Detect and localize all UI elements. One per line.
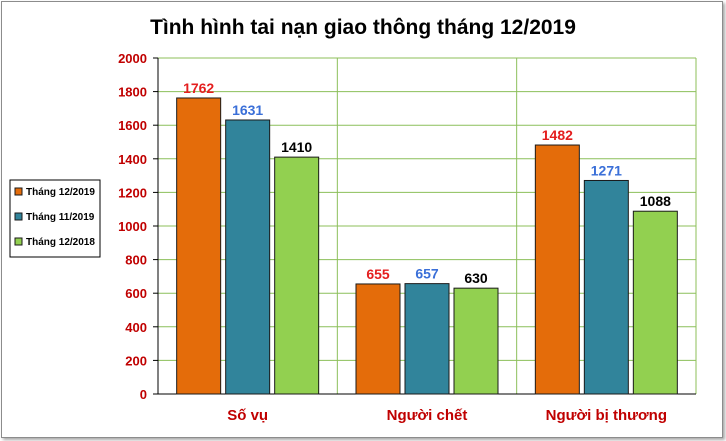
data-label: 1410 xyxy=(281,139,312,155)
data-labels: 1762 1631 1410 655 657 630 1482 1271 1088 xyxy=(183,80,671,286)
chart-title: Tình hình tai nạn giao thông tháng 12/20… xyxy=(150,16,576,39)
legend-swatch xyxy=(14,237,23,246)
data-label: 630 xyxy=(464,270,488,286)
y-tick-label: 800 xyxy=(125,253,147,268)
y-tick-label: 600 xyxy=(125,286,147,301)
y-tick-label: 1000 xyxy=(118,219,147,234)
bar xyxy=(274,156,320,395)
y-tick-label: 1800 xyxy=(118,85,147,100)
y-tick-label: 400 xyxy=(125,320,147,335)
bar xyxy=(453,287,499,395)
legend-label: Tháng 12/2018 xyxy=(26,237,95,248)
bar xyxy=(534,144,580,395)
y-tick-label: 1200 xyxy=(118,185,147,200)
bar xyxy=(632,210,678,395)
x-axis-ticks: Số vụ Người chết Người bị thương xyxy=(227,407,667,424)
data-label: 655 xyxy=(366,266,390,282)
data-label: 657 xyxy=(415,266,439,282)
bars xyxy=(176,97,678,395)
bar xyxy=(176,97,222,395)
data-label: 1088 xyxy=(640,193,671,209)
legend-label: Tháng 11/2019 xyxy=(26,212,95,223)
y-tick-label: 1400 xyxy=(118,152,147,167)
legend-label: Tháng 12/2019 xyxy=(26,187,95,198)
y-axis-ticks: 0 200 400 600 800 1000 1200 1400 1600 1800 2000 xyxy=(118,51,147,402)
legend-swatch xyxy=(14,212,23,221)
data-label: 1631 xyxy=(232,102,263,118)
legend: Tháng 12/2019 Tháng 11/2019 Tháng 12/2018 xyxy=(9,179,101,258)
bar xyxy=(355,283,401,395)
data-label: 1482 xyxy=(542,127,573,143)
legend-box xyxy=(9,179,101,258)
x-tick-label: Người bị thương xyxy=(546,407,667,424)
y-tick-label: 200 xyxy=(125,353,147,368)
data-label: 1762 xyxy=(183,80,214,96)
bar xyxy=(225,119,271,395)
data-label: 1271 xyxy=(591,162,622,178)
y-tick-label: 1600 xyxy=(118,118,147,133)
x-tick-label: Số vụ xyxy=(227,407,268,424)
y-tick-label: 2000 xyxy=(118,51,147,66)
x-tick-label: Người chết xyxy=(387,407,468,424)
bar xyxy=(583,179,629,395)
y-tick-label: 0 xyxy=(140,387,147,402)
bar xyxy=(404,283,450,395)
legend-swatch xyxy=(14,187,23,196)
